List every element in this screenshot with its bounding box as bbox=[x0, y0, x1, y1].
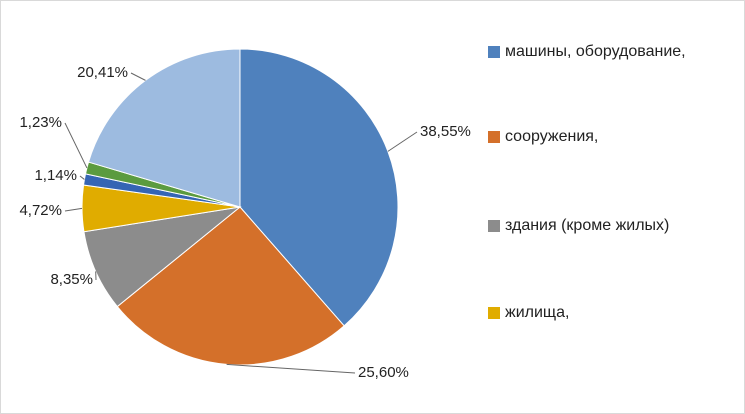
data-label: 20,41% bbox=[77, 64, 128, 81]
data-label: 38,55% bbox=[420, 123, 471, 140]
legend-swatch bbox=[488, 307, 500, 319]
legend-swatch bbox=[488, 220, 500, 232]
legend-label: здания (кроме жилых) bbox=[505, 217, 669, 234]
legend-label: машины, оборудование, bbox=[505, 43, 686, 60]
leader-line bbox=[130, 72, 146, 81]
leader-line bbox=[64, 122, 88, 169]
leader-line bbox=[387, 131, 418, 152]
data-label: 8,35% bbox=[50, 271, 93, 288]
legend-label: жилища, bbox=[505, 304, 569, 321]
leader-line bbox=[64, 207, 83, 212]
data-label: 4,72% bbox=[19, 202, 62, 219]
data-label: 1,14% bbox=[34, 167, 77, 184]
pie-slice bbox=[239, 48, 399, 327]
pie-slice bbox=[87, 48, 241, 208]
legend-swatch bbox=[488, 46, 500, 58]
legend-label: сооружения, bbox=[505, 128, 598, 145]
data-label: 1,23% bbox=[19, 114, 62, 131]
legend-swatch bbox=[488, 131, 500, 143]
leader-line bbox=[226, 363, 356, 374]
leader-line bbox=[79, 175, 85, 180]
data-label: 25,60% bbox=[358, 364, 409, 381]
